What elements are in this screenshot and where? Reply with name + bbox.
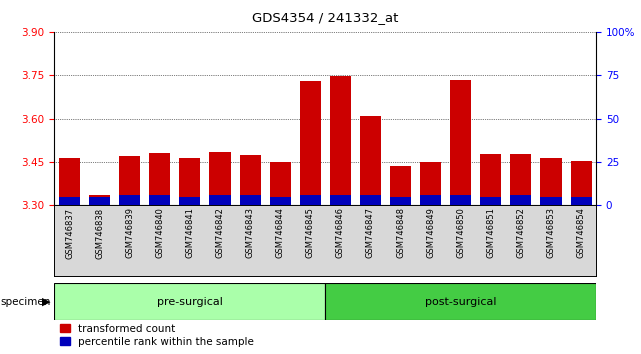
Bar (510, 154, 531, 205)
Bar (179, 196, 201, 205)
Bar (210, 153, 231, 205)
Text: GSM746845: GSM746845 (306, 207, 315, 258)
Bar (390, 166, 411, 205)
Text: ▶: ▶ (42, 297, 51, 307)
Text: GDS4354 / 241332_at: GDS4354 / 241332_at (252, 11, 399, 24)
Text: GSM746841: GSM746841 (185, 207, 194, 258)
Bar (59, 158, 80, 205)
Bar (510, 195, 531, 205)
Bar (149, 195, 171, 205)
Bar (326, 283, 596, 320)
Bar (300, 195, 320, 205)
Text: GSM746837: GSM746837 (65, 207, 74, 258)
Bar (179, 159, 201, 205)
Bar (420, 195, 441, 205)
Text: GSM746849: GSM746849 (426, 207, 435, 258)
Bar (540, 196, 562, 205)
Bar (240, 155, 261, 205)
Text: pre-surgical: pre-surgical (157, 297, 223, 307)
Text: GSM746852: GSM746852 (517, 207, 526, 258)
Text: GSM746851: GSM746851 (487, 207, 495, 258)
Text: GSM746843: GSM746843 (246, 207, 254, 258)
Legend: transformed count, percentile rank within the sample: transformed count, percentile rank withi… (60, 324, 254, 347)
Text: GSM746838: GSM746838 (95, 207, 104, 258)
Bar (330, 76, 351, 205)
Bar (450, 80, 471, 205)
Bar (59, 196, 80, 205)
Bar (360, 195, 381, 205)
Text: GSM746850: GSM746850 (456, 207, 465, 258)
Text: GSM746840: GSM746840 (155, 207, 164, 258)
Bar (480, 196, 501, 205)
Bar (570, 160, 592, 205)
Bar (119, 195, 140, 205)
Bar (300, 81, 320, 205)
Bar (570, 196, 592, 205)
Bar (390, 196, 411, 205)
Text: GSM746847: GSM746847 (366, 207, 375, 258)
Bar (89, 196, 110, 205)
Text: GSM746842: GSM746842 (215, 207, 224, 258)
Text: GSM746854: GSM746854 (577, 207, 586, 258)
Text: GSM746839: GSM746839 (125, 207, 134, 258)
Bar (149, 153, 171, 205)
Text: GSM746846: GSM746846 (336, 207, 345, 258)
Text: GSM746853: GSM746853 (547, 207, 556, 258)
Bar (119, 156, 140, 205)
Bar (54, 283, 326, 320)
Text: GSM746848: GSM746848 (396, 207, 405, 258)
Bar (360, 116, 381, 205)
Text: post-surgical: post-surgical (425, 297, 497, 307)
Bar (450, 195, 471, 205)
Bar (270, 162, 291, 205)
Bar (330, 195, 351, 205)
Bar (540, 159, 562, 205)
Text: specimen: specimen (1, 297, 51, 307)
Bar (210, 195, 231, 205)
Bar (89, 195, 110, 205)
Bar (480, 154, 501, 205)
Bar (420, 162, 441, 205)
Bar (240, 195, 261, 205)
Text: GSM746844: GSM746844 (276, 207, 285, 258)
Bar (270, 196, 291, 205)
